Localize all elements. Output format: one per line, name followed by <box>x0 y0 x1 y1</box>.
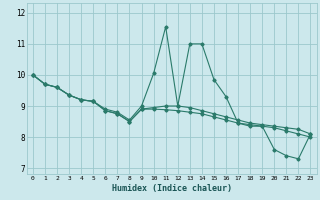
X-axis label: Humidex (Indice chaleur): Humidex (Indice chaleur) <box>112 184 232 193</box>
